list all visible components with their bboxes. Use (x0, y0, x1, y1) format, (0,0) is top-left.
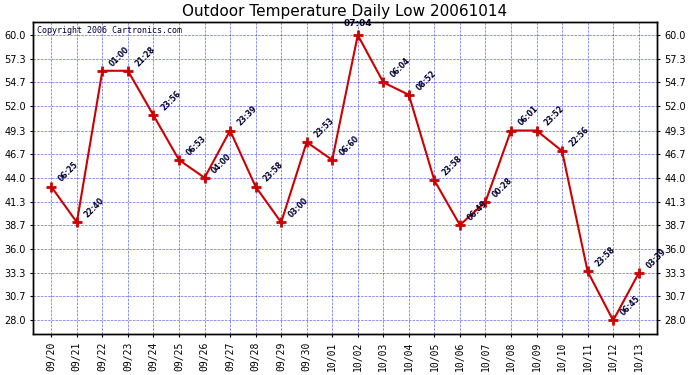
Text: 23:58: 23:58 (440, 154, 464, 178)
Text: 22:40: 22:40 (82, 196, 106, 220)
Text: 06:49: 06:49 (466, 199, 489, 222)
Text: Copyright 2006 Cartronics.com: Copyright 2006 Cartronics.com (37, 26, 181, 35)
Text: 23:39: 23:39 (235, 104, 259, 128)
Text: 06:53: 06:53 (184, 134, 208, 157)
Text: 23:56: 23:56 (159, 89, 182, 112)
Text: 04:00: 04:00 (210, 152, 233, 175)
Text: 07:04: 07:04 (344, 19, 372, 28)
Text: 08:52: 08:52 (415, 69, 438, 92)
Text: 06:04: 06:04 (389, 56, 413, 80)
Text: 00:28: 00:28 (491, 176, 515, 199)
Text: 23:58: 23:58 (593, 245, 617, 268)
Title: Outdoor Temperature Daily Low 20061014: Outdoor Temperature Daily Low 20061014 (182, 4, 508, 19)
Text: 23:58: 23:58 (262, 160, 284, 184)
Text: 06:60: 06:60 (338, 134, 361, 157)
Text: 06:25: 06:25 (57, 160, 80, 184)
Text: 22:56: 22:56 (568, 125, 591, 148)
Text: 03:00: 03:00 (287, 196, 310, 220)
Text: 06:01: 06:01 (517, 104, 540, 128)
Text: 23:52: 23:52 (542, 104, 565, 128)
Text: 01:00: 01:00 (108, 45, 131, 68)
Text: 21:28: 21:28 (133, 45, 157, 68)
Text: 06:45: 06:45 (619, 294, 642, 318)
Text: 23:53: 23:53 (313, 116, 335, 140)
Text: 03:39: 03:39 (644, 247, 668, 270)
